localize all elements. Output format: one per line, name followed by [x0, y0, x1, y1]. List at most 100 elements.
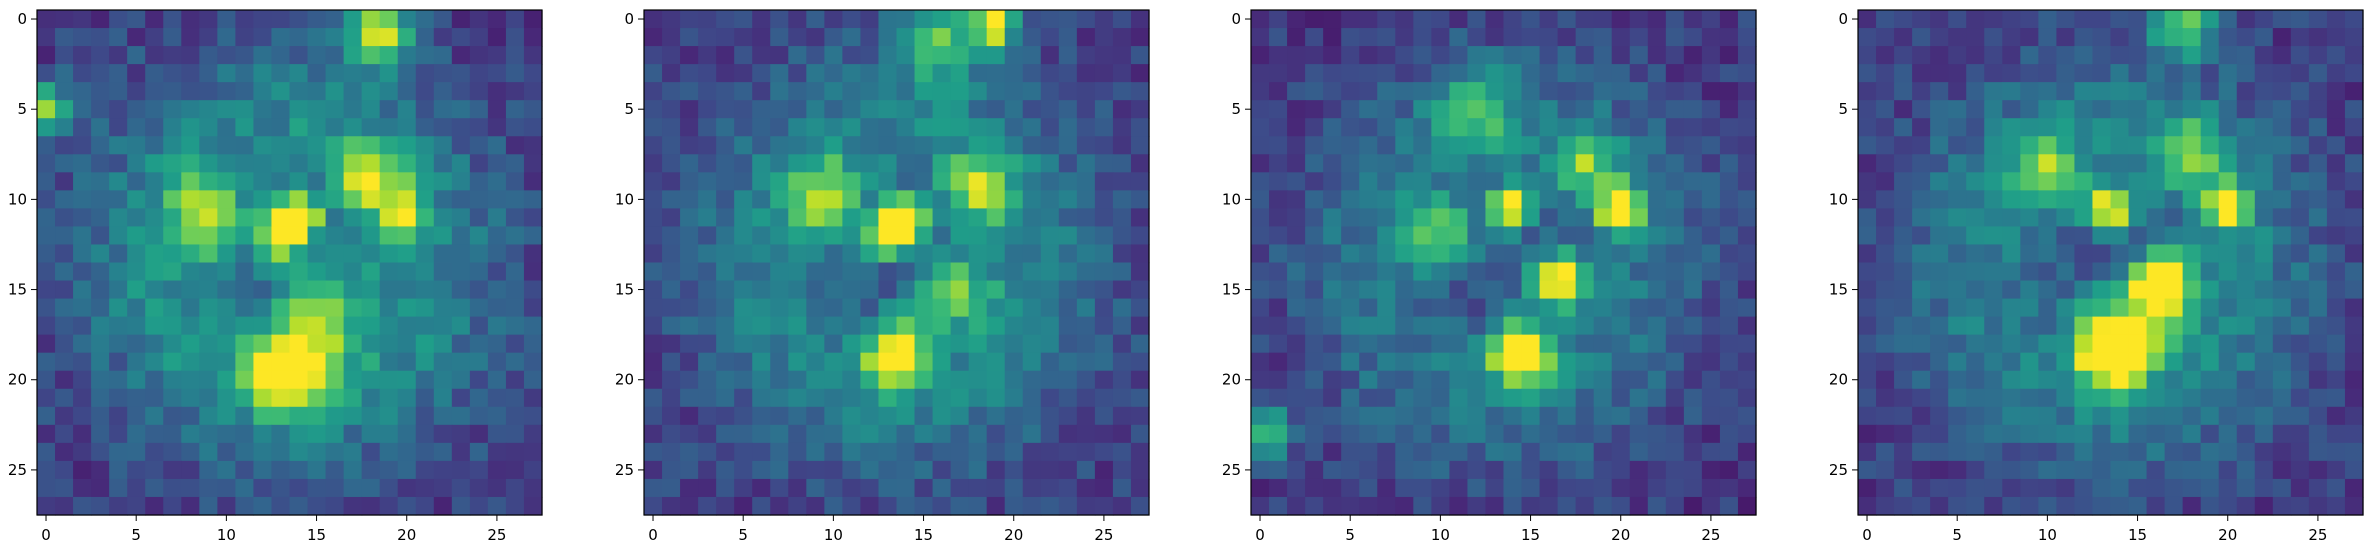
- heatmap-cell: [2272, 82, 2292, 101]
- y-tick-label: 0: [1838, 10, 1848, 28]
- heatmap-cell: [1876, 64, 1895, 83]
- heatmap-cell: [199, 136, 218, 155]
- heatmap-cell: [1094, 298, 1114, 318]
- heatmap-cell: [1984, 460, 2003, 480]
- heatmap-cell: [644, 496, 663, 516]
- heatmap-cell: [1467, 208, 1487, 228]
- heatmap-cell: [2272, 172, 2292, 191]
- heatmap-cell: [2056, 208, 2076, 228]
- heatmap-cell: [662, 478, 681, 498]
- heatmap-cell: [2272, 280, 2292, 300]
- heatmap-cell: [109, 64, 128, 83]
- heatmap-cell: [1251, 478, 1270, 498]
- heatmap-cell: [451, 64, 471, 83]
- heatmap-cell: [397, 28, 417, 47]
- heatmap-cell: [199, 208, 218, 228]
- heatmap-cell: [2218, 406, 2238, 426]
- heatmap-cell: [1557, 64, 1577, 83]
- heatmap-cell: [1251, 298, 1270, 318]
- heatmap-cell: [163, 100, 182, 119]
- heatmap-cell: [1701, 154, 1721, 173]
- heatmap-cell: [163, 496, 182, 516]
- heatmap-cell: [2236, 118, 2256, 137]
- heatmap-cell: [1719, 424, 1739, 444]
- heatmap-cell: [397, 424, 417, 444]
- heatmap-cell: [181, 262, 200, 282]
- heatmap-cell: [1521, 172, 1541, 191]
- heatmap-cell: [469, 388, 489, 408]
- heatmap-cell: [1557, 172, 1577, 191]
- heatmap-cell: [662, 262, 681, 282]
- heatmap-cell: [1269, 424, 1288, 444]
- heatmap-cell: [1948, 244, 1967, 264]
- heatmap-cell: [1112, 352, 1132, 372]
- heatmap-cell: [788, 118, 807, 137]
- heatmap-cell: [1323, 388, 1342, 408]
- heatmap-cell: [1665, 298, 1685, 318]
- heatmap-cell: [968, 370, 988, 390]
- heatmap-cell: [752, 46, 771, 65]
- heatmap-cell: [2200, 100, 2220, 119]
- heatmap-cell: [698, 370, 717, 390]
- heatmap-cell: [1377, 496, 1396, 516]
- heatmap-cell: [1521, 100, 1541, 119]
- heatmap-cell: [181, 370, 200, 390]
- heatmap-cell: [1094, 208, 1114, 228]
- heatmap-cell: [1894, 190, 1913, 209]
- heatmap-cell: [145, 460, 164, 480]
- heatmap-cell: [1377, 190, 1396, 209]
- heatmap-cell: [325, 280, 345, 300]
- heatmap-cell: [2182, 334, 2202, 354]
- heatmap-cell: [1449, 100, 1469, 119]
- heatmap-cell: [698, 82, 717, 101]
- heatmap-cell: [1593, 496, 1613, 516]
- heatmap-cell: [2182, 136, 2202, 155]
- heatmap-cell: [73, 190, 92, 209]
- heatmap-cell: [37, 10, 56, 29]
- heatmap-cell: [1665, 136, 1685, 155]
- heatmap-cell: [1966, 388, 1985, 408]
- heatmap-cell: [109, 280, 128, 300]
- heatmap-cell: [2272, 316, 2292, 336]
- heatmap-cell: [1701, 460, 1721, 480]
- heatmap-cell: [1022, 226, 1042, 246]
- y-tick-label: 25: [8, 461, 27, 479]
- heatmap-cell: [1539, 100, 1559, 119]
- heatmap-cell: [698, 406, 717, 426]
- heatmap-cell: [307, 262, 327, 282]
- heatmap-cell: [2254, 460, 2274, 480]
- heatmap-cell: [2200, 370, 2220, 390]
- heatmap-cell: [2326, 388, 2346, 408]
- heatmap-cell: [1521, 64, 1541, 83]
- heatmap-cell: [2020, 424, 2039, 444]
- heatmap-cell: [469, 334, 489, 354]
- heatmap-cell: [433, 460, 453, 480]
- heatmap-cell: [752, 478, 771, 498]
- heatmap-cell: [1503, 46, 1523, 65]
- heatmap-cell: [433, 388, 453, 408]
- heatmap-cell: [2272, 46, 2292, 65]
- heatmap-cell: [1269, 352, 1288, 372]
- heatmap-cell: [1683, 82, 1703, 101]
- heatmap-cell: [2236, 424, 2256, 444]
- heatmap-cell: [1395, 478, 1414, 498]
- heatmap-cell: [91, 190, 110, 209]
- heatmap-cell: [698, 334, 717, 354]
- heatmap-cell: [734, 370, 753, 390]
- heatmap-cell: [505, 190, 525, 209]
- heatmap-cell: [361, 388, 381, 408]
- heatmap-cell: [2056, 64, 2076, 83]
- heatmap-cell: [950, 478, 970, 498]
- heatmap-cell: [73, 64, 92, 83]
- heatmap-cell: [1557, 208, 1577, 228]
- heatmap-cell: [145, 118, 164, 137]
- heatmap-cell: [1449, 82, 1469, 101]
- heatmap-cell: [734, 388, 753, 408]
- heatmap-cell: [716, 100, 735, 119]
- heatmap-cell: [1094, 136, 1114, 155]
- heatmap-cell: [842, 442, 862, 462]
- heatmap-cell: [2074, 406, 2094, 426]
- heatmap-cell: [896, 136, 916, 155]
- heatmap-cell: [505, 298, 525, 318]
